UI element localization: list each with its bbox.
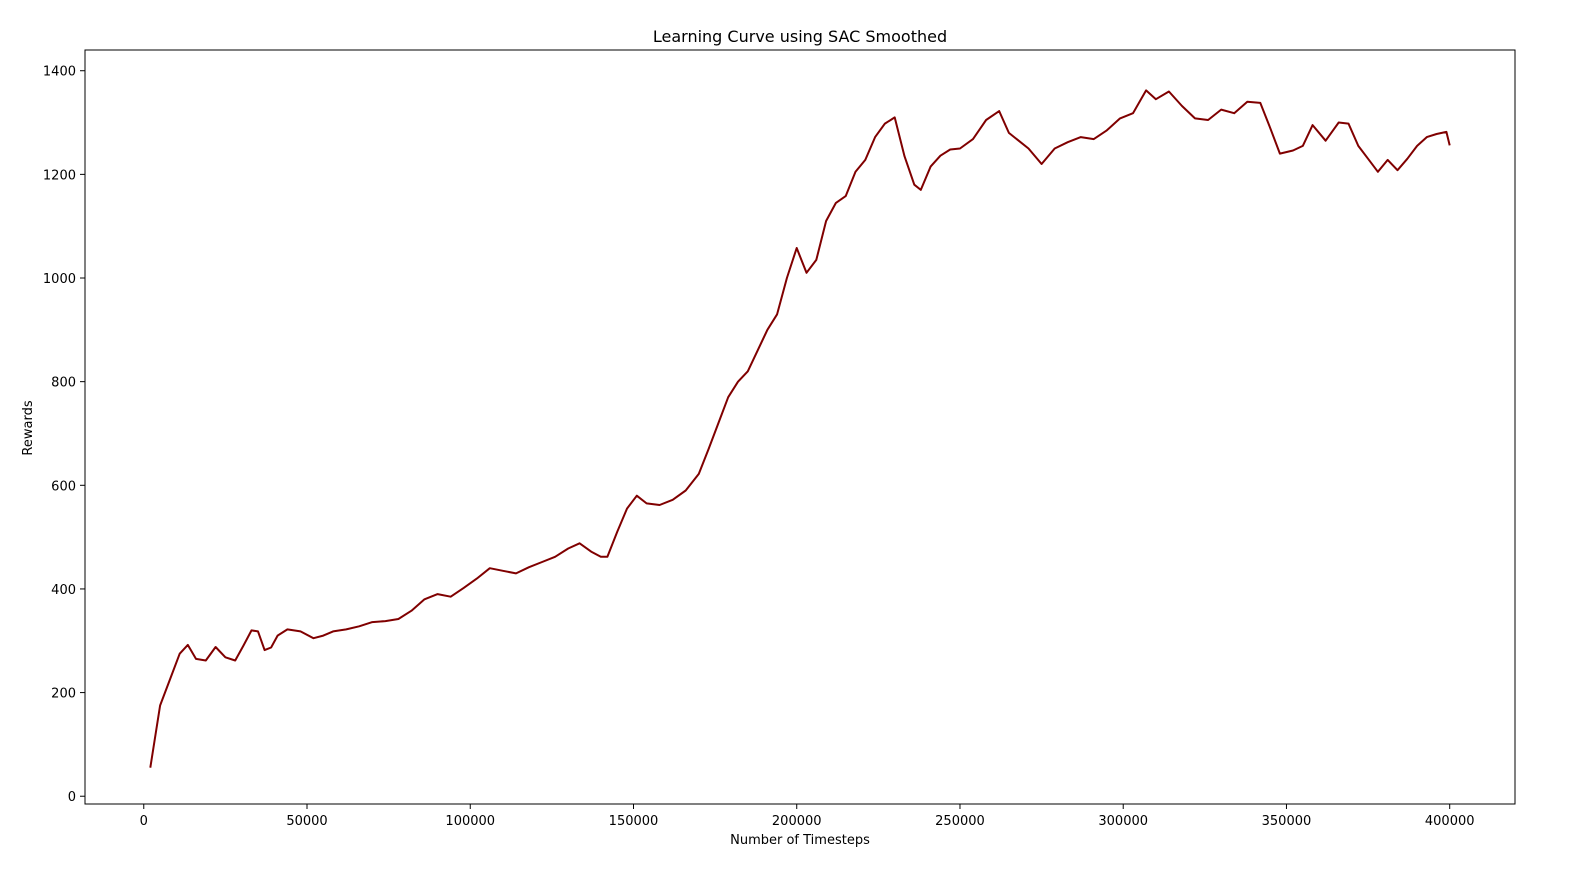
y-axis-ticks: 0 200 400 600 800 1000 1200 1400 xyxy=(43,65,85,805)
x-tick-label: 400000 xyxy=(1425,814,1475,829)
x-axis-ticks: 0 50000 100000 150000 200000 250000 300000 3500… xyxy=(140,804,1475,829)
x-tick-label: 50000 xyxy=(286,814,327,829)
plot-frame xyxy=(84,49,1516,805)
y-tick-label: 600 xyxy=(51,479,76,494)
x-tick-label: 100000 xyxy=(445,814,495,829)
x-tick-label: 150000 xyxy=(609,814,659,829)
y-tick-label: 1200 xyxy=(43,168,76,183)
chart-title: Learning Curve using SAC Smoothed xyxy=(653,27,947,46)
series-line xyxy=(149,89,1451,768)
x-tick-label: 0 xyxy=(140,814,148,829)
x-tick-label: 300000 xyxy=(1098,814,1148,829)
y-tick-label: 200 xyxy=(51,687,76,702)
y-tick-label: 1400 xyxy=(43,65,76,80)
y-tick-label: 1000 xyxy=(43,272,76,287)
x-tick-label: 200000 xyxy=(772,814,822,829)
y-axis-label: Rewards xyxy=(21,400,36,455)
x-tick-label: 350000 xyxy=(1262,814,1312,829)
x-axis-label: Number of Timesteps xyxy=(730,833,870,848)
series-layer xyxy=(149,89,1451,768)
x-tick-label: 250000 xyxy=(935,814,985,829)
y-tick-label: 800 xyxy=(51,376,76,391)
y-tick-label: 400 xyxy=(51,583,76,598)
y-tick-label: 0 xyxy=(68,790,76,805)
